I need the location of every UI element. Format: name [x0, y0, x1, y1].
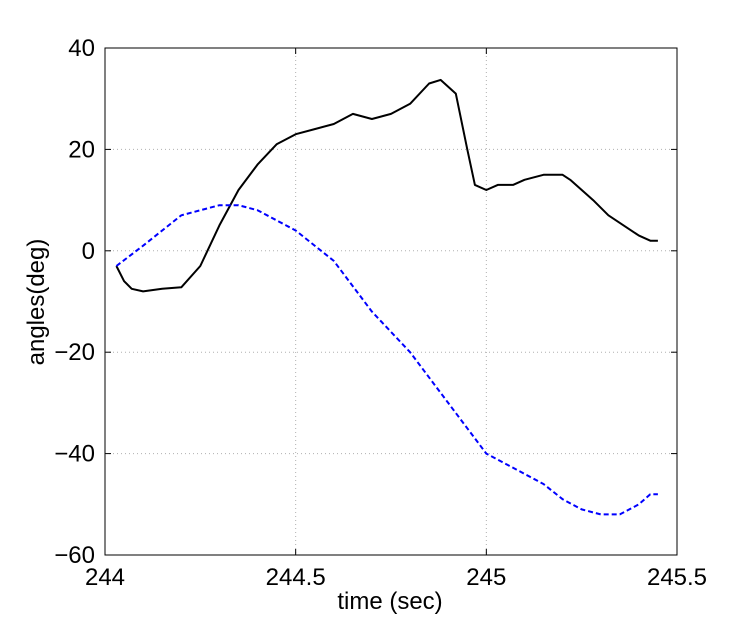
series-line-2 [115, 204, 658, 516]
x-tick-label: 244.5 [266, 564, 326, 591]
y-axis-label: angles(deg) [23, 239, 50, 366]
y-tick-label: −60 [54, 542, 95, 569]
grid-lines [105, 48, 677, 555]
axis-ticks [104, 47, 678, 556]
series-line-1 [115, 78, 658, 293]
y-tick-label: −40 [54, 441, 95, 468]
x-tick-label: 245.5 [647, 564, 707, 591]
y-tick-label: 0 [82, 238, 95, 265]
y-tick-label: 40 [68, 35, 95, 62]
x-tick-label: 244 [85, 564, 125, 591]
x-axis-label: time (sec) [337, 588, 442, 615]
y-tick-label: −20 [54, 339, 95, 366]
series-layer [115, 78, 658, 516]
y-tick-label: 20 [68, 136, 95, 163]
x-tick-label: 245 [466, 564, 506, 591]
plot-area [104, 47, 678, 556]
tick-labels: 244 244.5 245 245.5 −60 −40 −20 0 20 40 [54, 35, 707, 591]
